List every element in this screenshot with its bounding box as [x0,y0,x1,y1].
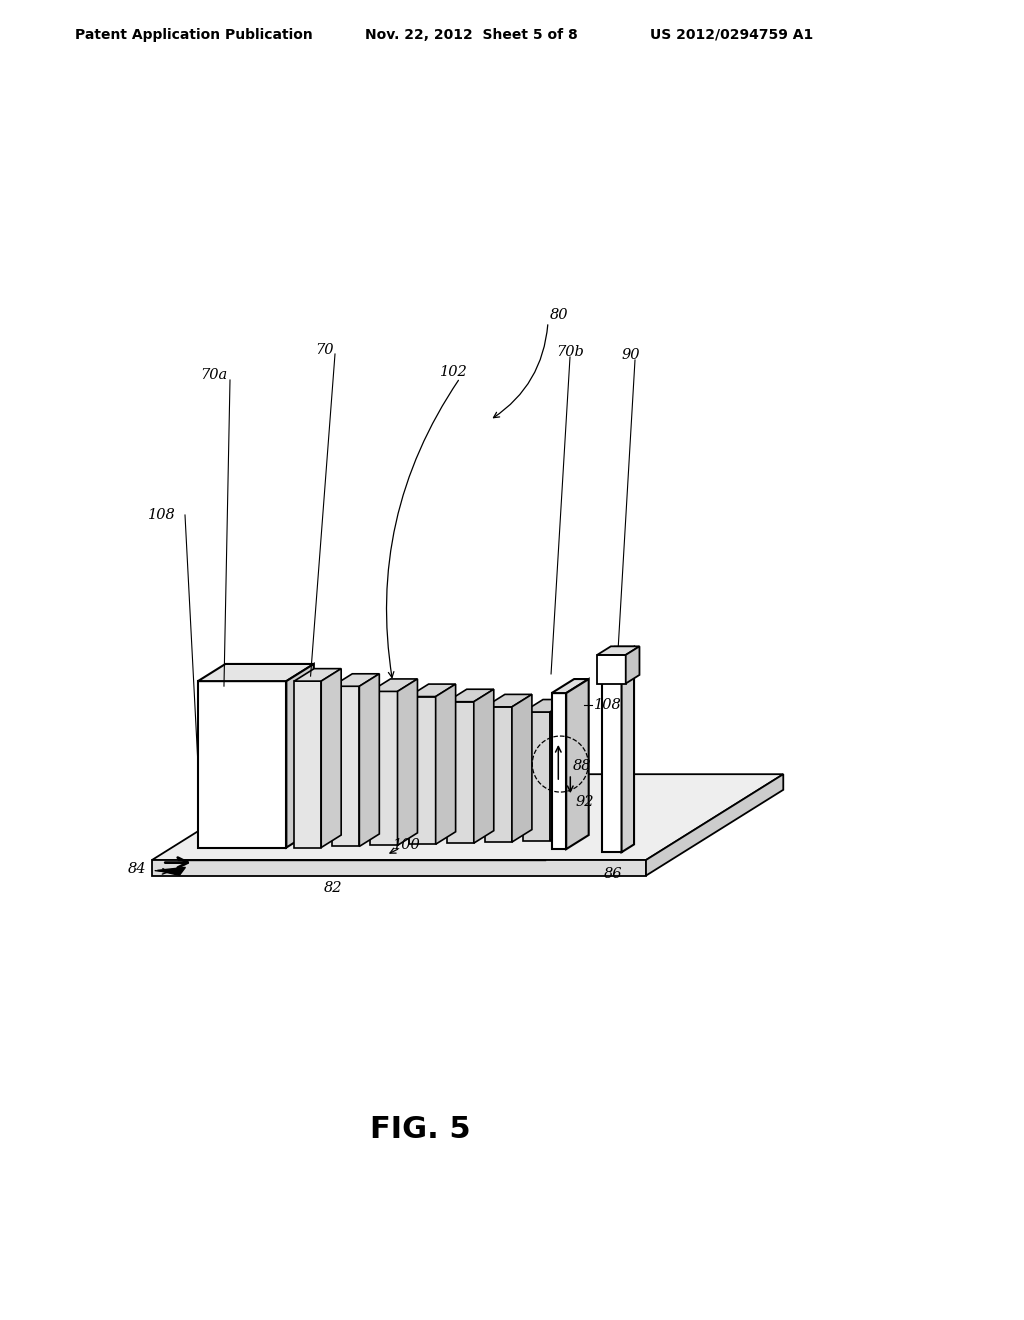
Polygon shape [371,692,397,845]
Polygon shape [552,693,566,849]
Text: 92: 92 [575,795,594,809]
Polygon shape [152,861,646,875]
Polygon shape [597,655,626,684]
Polygon shape [333,673,379,686]
Text: 82: 82 [324,880,342,895]
Polygon shape [550,700,570,841]
Polygon shape [198,664,313,681]
Polygon shape [397,678,418,845]
Text: 108: 108 [148,508,176,521]
Polygon shape [602,655,622,853]
Text: 86: 86 [604,867,623,882]
Polygon shape [485,706,512,842]
Text: 102: 102 [440,366,468,379]
Polygon shape [523,700,570,711]
Polygon shape [474,689,494,843]
Polygon shape [409,684,456,697]
Text: 108: 108 [594,698,622,711]
Polygon shape [409,697,435,845]
Polygon shape [485,694,531,706]
Polygon shape [359,673,379,846]
Text: 70: 70 [315,343,334,356]
Text: US 2012/0294759 A1: US 2012/0294759 A1 [650,28,813,42]
Polygon shape [566,678,589,849]
Polygon shape [446,689,494,702]
Polygon shape [512,694,531,842]
Polygon shape [626,647,639,684]
Polygon shape [597,647,639,655]
Polygon shape [287,664,313,847]
Text: 70b: 70b [556,345,584,359]
Polygon shape [602,647,634,655]
Polygon shape [622,647,634,853]
Polygon shape [523,711,550,841]
Text: 70a: 70a [200,368,227,381]
Polygon shape [322,669,341,847]
Polygon shape [646,775,783,875]
Text: 100: 100 [393,838,421,851]
Polygon shape [435,684,456,845]
Polygon shape [446,702,474,843]
Polygon shape [371,678,418,692]
Text: 80: 80 [550,308,568,322]
Text: 90: 90 [622,348,640,362]
Polygon shape [333,686,359,846]
Polygon shape [552,678,589,693]
Text: 88: 88 [572,759,591,774]
Text: 84: 84 [127,862,145,876]
Text: Patent Application Publication: Patent Application Publication [75,28,312,42]
Polygon shape [294,669,341,681]
Polygon shape [294,681,322,847]
Polygon shape [198,681,287,847]
Text: Nov. 22, 2012  Sheet 5 of 8: Nov. 22, 2012 Sheet 5 of 8 [365,28,578,42]
Polygon shape [158,867,185,875]
Polygon shape [152,775,783,861]
Text: FIG. 5: FIG. 5 [370,1115,470,1144]
